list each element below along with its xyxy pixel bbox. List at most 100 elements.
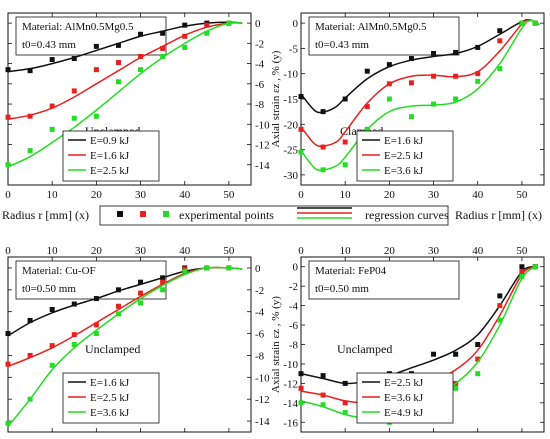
x-tick-label: 0	[298, 189, 304, 201]
legend-points-label: experimental points	[179, 208, 274, 222]
y-tick-label: -8	[255, 350, 265, 362]
x-tick-label: 40	[179, 245, 191, 257]
y-tick-label: -10	[255, 372, 270, 384]
legend-entry: E=1.6 kJ	[90, 150, 130, 162]
y-tick-label: -20	[283, 119, 298, 131]
info-box	[308, 260, 460, 300]
data-point	[497, 28, 503, 34]
x-tick-label: 10	[47, 189, 59, 201]
data-point	[138, 279, 144, 285]
data-point	[342, 410, 348, 416]
state-label: Unclamped	[337, 342, 392, 356]
data-point	[204, 22, 210, 28]
data-point	[226, 20, 232, 26]
data-point	[5, 162, 11, 168]
x-tick-label: 20	[91, 189, 103, 201]
data-point	[475, 342, 481, 347]
y-tick-label: -14	[255, 416, 270, 428]
data-point	[115, 311, 121, 317]
legend-marker-red	[140, 211, 146, 217]
y-tick-label: 0	[293, 262, 299, 274]
data-point	[5, 420, 11, 426]
data-point	[226, 265, 232, 271]
panels: 0 10 20 30 40 50 0 -2 -4 -6 -8 -10 -12 -14 Material: A…	[5, 12, 545, 433]
x-tick-label: 0	[5, 189, 11, 201]
data-point	[386, 62, 392, 68]
data-point	[160, 54, 166, 60]
y-tick-label: 0	[255, 263, 261, 275]
data-point	[49, 126, 55, 132]
data-point	[160, 279, 166, 285]
legend-entry: E=0.9 kJ	[90, 135, 130, 147]
energy-legend: E=2.5 kJ E=3.6 kJ E=4.9 kJ	[356, 372, 454, 424]
data-point	[519, 20, 525, 26]
x-tick-label: 10	[340, 245, 352, 257]
legend-entry: E=3.6 kJ	[384, 165, 424, 177]
data-point	[497, 317, 503, 323]
data-point	[532, 264, 538, 270]
data-point	[182, 22, 188, 28]
legend-entry: E=2.5 kJ	[90, 165, 130, 177]
y-tick-label: -25	[283, 145, 298, 157]
data-point	[342, 400, 348, 406]
data-point	[160, 275, 166, 281]
data-point	[497, 66, 503, 72]
x-tick-label: 50	[223, 245, 235, 257]
data-point	[475, 356, 481, 362]
data-point	[115, 42, 121, 48]
data-point	[453, 49, 459, 55]
data-point	[138, 54, 144, 60]
y-tick-label: -4	[255, 307, 265, 319]
data-point	[431, 73, 437, 79]
data-point	[453, 385, 459, 391]
x-tick-label: 50	[223, 189, 235, 201]
data-point	[364, 68, 370, 74]
data-point	[475, 71, 481, 77]
data-point	[93, 322, 99, 328]
data-point	[342, 96, 348, 102]
data-point	[519, 269, 525, 275]
data-point	[115, 303, 121, 309]
x-tick-label: 40	[179, 189, 191, 201]
data-point	[320, 392, 326, 398]
y-tick-label: -15	[283, 94, 298, 106]
data-point	[5, 67, 11, 73]
legend-entry: E=4.9 kJ	[384, 407, 424, 419]
data-point	[298, 371, 304, 377]
data-point	[115, 60, 121, 66]
data-point	[49, 57, 55, 63]
x-tick-label: 40	[472, 189, 484, 201]
material-label: Material: Cu-OF	[22, 265, 96, 277]
y-tick-label: 0	[293, 18, 299, 30]
data-point	[519, 264, 525, 270]
regression-curve-2	[300, 19, 540, 147]
data-point	[386, 81, 392, 87]
thickness-label: t0=0.50 mm	[315, 283, 369, 295]
x-tick-label: 0	[298, 245, 304, 257]
x-tick-label: 30	[428, 245, 440, 257]
x-tick-label: 40	[472, 245, 484, 257]
y-tick-label: -4	[289, 301, 299, 313]
panel-top-left: 0 10 20 30 40 50 0 -2 -4 -6 -8 -10 -12 -14 Material: A…	[5, 12, 270, 201]
data-point	[497, 293, 503, 299]
data-point	[71, 56, 77, 62]
data-point	[71, 88, 77, 94]
data-point	[532, 20, 538, 26]
data-point	[27, 396, 33, 402]
y-tick-label: -6	[289, 320, 299, 332]
material-label: Material: AlMn0.5Mg0.5	[315, 21, 427, 33]
data-point	[71, 301, 77, 307]
data-point	[519, 273, 525, 279]
material-label: Material: AlMn0.5Mg0.5	[22, 21, 134, 33]
data-point	[71, 342, 77, 347]
data-point	[115, 287, 121, 293]
data-point	[408, 114, 414, 120]
y-tick-label: 0	[255, 18, 261, 30]
data-point	[5, 361, 11, 367]
data-point	[93, 43, 99, 49]
x-tick-label: 50	[516, 245, 528, 257]
info-box	[308, 16, 460, 56]
data-point	[320, 167, 326, 173]
legend-marker-black	[117, 211, 123, 217]
